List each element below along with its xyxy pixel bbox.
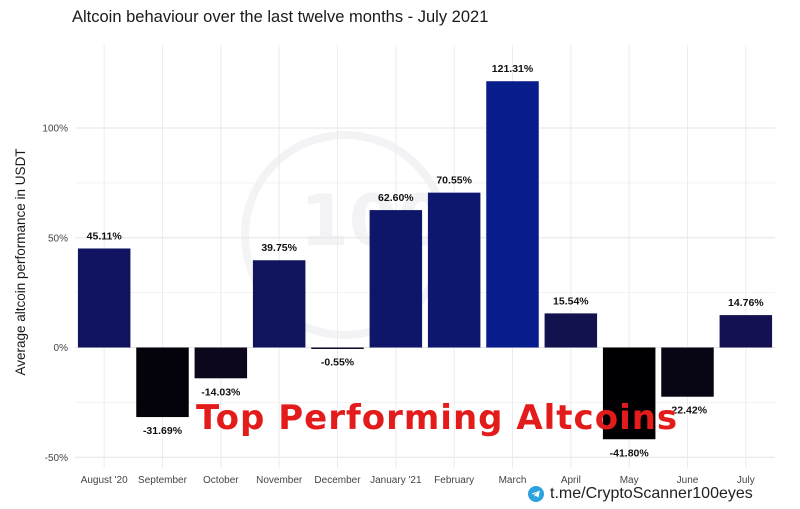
data-label: 39.75% [261,242,297,254]
bar [136,347,189,418]
data-label: 62.60% [378,192,414,204]
bar [486,81,539,348]
bar [252,260,306,348]
bar [602,347,656,440]
x-tick-label: July [737,475,755,486]
data-label: -14.03% [201,386,241,398]
x-tick-label: October [203,475,239,486]
data-label: -22.42% [668,405,708,417]
bar [77,248,131,348]
x-tick-label: February [434,475,474,486]
y-tick-label: -50% [45,453,68,464]
y-tick-label: 0% [54,343,69,354]
bar [719,315,773,348]
bar [369,210,423,348]
footer: t.me/CryptoScanner100eyes [528,485,753,503]
x-tick-label: June [677,475,699,486]
x-tick-label: December [314,475,361,486]
bar [194,347,248,379]
telegram-icon [528,486,544,502]
data-label: -31.69% [143,425,183,437]
x-tick-labels: August '20 September October November Decemb… [81,475,755,486]
x-tick-label: September [138,475,188,486]
data-label: -0.55% [321,357,355,369]
x-tick-label: March [499,475,527,486]
x-tick-label: August '20 [81,475,128,486]
data-label: 14.76% [728,297,764,309]
y-tick-label: 50% [48,233,68,244]
bar [311,347,364,349]
x-tick-label: May [620,475,639,486]
data-label: -41.80% [610,447,650,459]
y-tick-label: 100% [42,124,68,135]
y-tick-labels: -50% 0% 50% 100% [42,124,68,464]
banner-text: Top Performing Altcoins [196,398,679,438]
bar [427,192,481,348]
value-labels: 45.11% -31.69% -14.03% 39.75% -0.55% 62.60% 70… [87,63,765,459]
x-tick-label: January '21 [370,475,422,486]
data-label: 15.54% [553,295,589,307]
bars [77,81,773,440]
data-label: 70.55% [436,175,472,187]
data-label: 45.11% [87,230,123,242]
chart-title: Altcoin behaviour over the last twelve m… [72,8,489,26]
footer-link[interactable]: t.me/CryptoScanner100eyes [550,485,753,502]
x-tick-label: November [256,475,303,486]
data-label: 121.31% [492,63,534,75]
x-tick-label: April [561,475,581,486]
bar [661,347,714,397]
bar [544,313,598,348]
y-axis-label: Average altcoin performance in USDT [13,148,28,375]
